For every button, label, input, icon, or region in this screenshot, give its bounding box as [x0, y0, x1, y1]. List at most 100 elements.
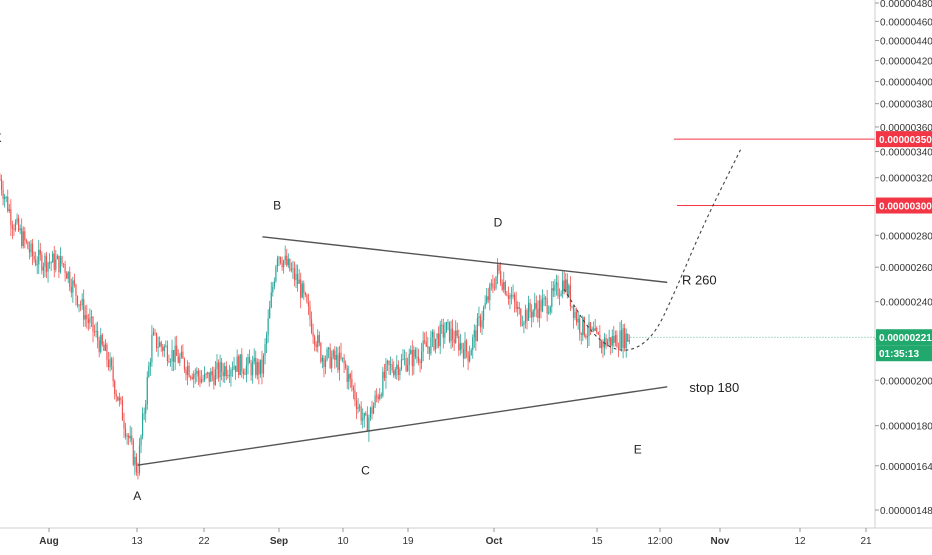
- candle-body: [383, 371, 385, 379]
- candle-body: [397, 364, 399, 376]
- candle-body: [349, 373, 351, 379]
- candle-body: [160, 342, 162, 347]
- candle-body: [258, 362, 260, 375]
- candle-body: [165, 345, 167, 347]
- candle-body: [540, 300, 542, 312]
- candle-body: [238, 356, 240, 376]
- candle-body: [465, 340, 468, 352]
- candle-body: [123, 420, 125, 429]
- x-tick-label: 10: [337, 536, 349, 547]
- candle-body: [434, 338, 437, 350]
- candle-body: [300, 279, 302, 298]
- candle-body: [176, 345, 178, 356]
- candle-body: [396, 364, 398, 370]
- x-tick-label: Nov: [711, 536, 730, 547]
- candle-body: [208, 372, 210, 382]
- candle-body: [66, 273, 68, 279]
- candle-body: [531, 311, 533, 318]
- candle-body: [335, 355, 337, 360]
- countdown-badge: 01:35:13: [879, 349, 919, 360]
- candle-body: [169, 361, 172, 363]
- candle-body: [205, 373, 207, 375]
- candle-body: [473, 330, 475, 338]
- candle-body: [599, 334, 601, 349]
- y-tick-label: 0.00000280: [880, 231, 932, 242]
- candle-body: [355, 400, 358, 410]
- x-tick-label: 12:00: [647, 536, 672, 547]
- candle-body: [227, 375, 229, 377]
- candle-body: [62, 263, 65, 265]
- candle-body: [441, 324, 443, 326]
- y-tick-label: 0.00000164: [880, 462, 932, 473]
- candle-body: [453, 339, 455, 343]
- wave-label-d: D: [494, 215, 503, 229]
- candle-body: [297, 273, 299, 284]
- candle-body: [312, 332, 314, 337]
- candle-body: [411, 350, 413, 367]
- candle-body: [510, 295, 513, 297]
- wave-label-a: A: [133, 489, 141, 503]
- x-tick-label: 13: [131, 536, 143, 547]
- candle-body: [610, 337, 612, 346]
- candle-body: [363, 412, 365, 419]
- projection-path[interactable]: [563, 148, 742, 351]
- candle-body: [256, 362, 258, 376]
- candle-body: [517, 307, 519, 309]
- candle-body: [95, 330, 97, 333]
- x-tick-label: 21: [860, 536, 872, 547]
- candle-body: [248, 356, 251, 364]
- annotation-text: R 260: [682, 273, 717, 288]
- candle-body: [464, 340, 466, 359]
- candle-body: [428, 346, 430, 354]
- candle-body: [596, 328, 598, 333]
- candle-body: [439, 324, 441, 347]
- candle-body: [39, 249, 41, 255]
- trendlines: [137, 236, 668, 466]
- candle-body: [515, 301, 517, 309]
- candle-body: [290, 269, 292, 271]
- candle-body: [216, 362, 218, 370]
- candle-body: [442, 324, 444, 338]
- candle-body: [417, 356, 420, 362]
- candle-body: [101, 334, 103, 345]
- candle-body: [394, 369, 396, 376]
- candle-body: [24, 231, 26, 241]
- candle-body: [372, 405, 375, 414]
- candle-body: [33, 256, 35, 260]
- candle-body: [98, 340, 100, 353]
- candle-body: [8, 209, 10, 212]
- candle-body: [369, 407, 372, 418]
- candle-body: [433, 331, 435, 350]
- price-badges: 0.00000350 0.00000300 0.00000221 01:35:13: [630, 131, 932, 362]
- candle-body: [577, 318, 579, 323]
- candle-body: [180, 351, 182, 358]
- candle-body: [143, 413, 145, 415]
- candle-body: [472, 337, 474, 351]
- candle-body: [112, 366, 114, 382]
- y-tick-label: 0.00000148: [880, 506, 932, 517]
- candle-body: [611, 336, 613, 346]
- candle-body: [324, 359, 327, 367]
- trendline-upper[interactable]: [262, 236, 668, 284]
- candle-body: [115, 394, 117, 397]
- candle-body: [146, 376, 148, 405]
- candle-body: [447, 321, 449, 323]
- candle-body: [177, 355, 179, 363]
- candle-body: [140, 435, 142, 446]
- candle-body: [281, 263, 283, 268]
- candle-body: [242, 371, 244, 374]
- candle-body: [42, 266, 44, 271]
- x-tick-label: 22: [198, 536, 210, 547]
- candle-body: [408, 353, 410, 365]
- candle-body: [18, 218, 20, 231]
- y-tick-label: 0.00000480: [880, 0, 932, 10]
- candle-body: [154, 332, 156, 334]
- trendline-lower[interactable]: [137, 386, 668, 466]
- candle-body: [235, 365, 237, 372]
- candle-body: [84, 315, 86, 320]
- wave-label-c: C: [361, 464, 370, 478]
- candle-body: [236, 356, 238, 372]
- candle-body: [155, 333, 158, 348]
